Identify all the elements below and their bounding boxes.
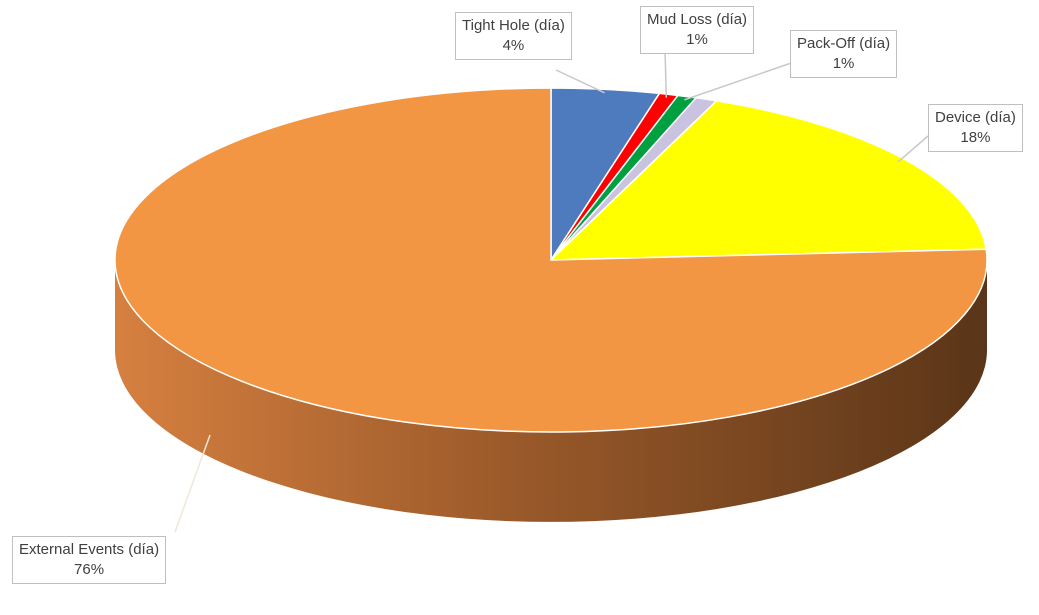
leader-line-device	[897, 135, 929, 163]
leader-lines	[174, 49, 929, 533]
slice-label-tight-hole: Tight Hole (día)	[462, 17, 565, 34]
slice-label-mud-loss: Mud Loss (día)	[647, 11, 748, 28]
slice-label-device: Device (día)	[935, 109, 1016, 126]
pie-slice-external-events	[114, 87, 988, 433]
data-label-tight-hole: Tight Hole (día) 4%	[455, 12, 572, 60]
slice-percent-pack-off: 1%	[832, 55, 855, 72]
leader-line-mud-loss	[664, 49, 668, 98]
slice-label-external-events: External Events (día)	[19, 541, 160, 558]
pie-side-wall	[115, 260, 987, 522]
data-label-mud-loss: Mud Loss (día) 1%	[640, 6, 755, 54]
slice-label-pack-off: Pack-Off (día)	[797, 35, 891, 52]
slice-percent-external-events: 76%	[74, 561, 105, 578]
data-label-external-events: External Events (día) 76%	[12, 536, 167, 584]
leader-line-pack-off	[684, 59, 801, 101]
leader-line-tight-hole	[555, 69, 605, 94]
pie-slice-device	[549, 100, 988, 261]
slice-percent-mud-loss: 1%	[686, 31, 708, 48]
slice-percent-device: 18%	[960, 129, 991, 146]
slice-percent-tight-hole: 4%	[502, 37, 525, 54]
data-label-pack-off: Pack-Off (día) 1%	[790, 30, 898, 78]
pie-slices	[114, 87, 988, 433]
data-label-device: Device (día) 18%	[928, 104, 1023, 152]
leader-line-external-events	[174, 434, 211, 533]
pie-side-wall-shape	[115, 260, 987, 522]
